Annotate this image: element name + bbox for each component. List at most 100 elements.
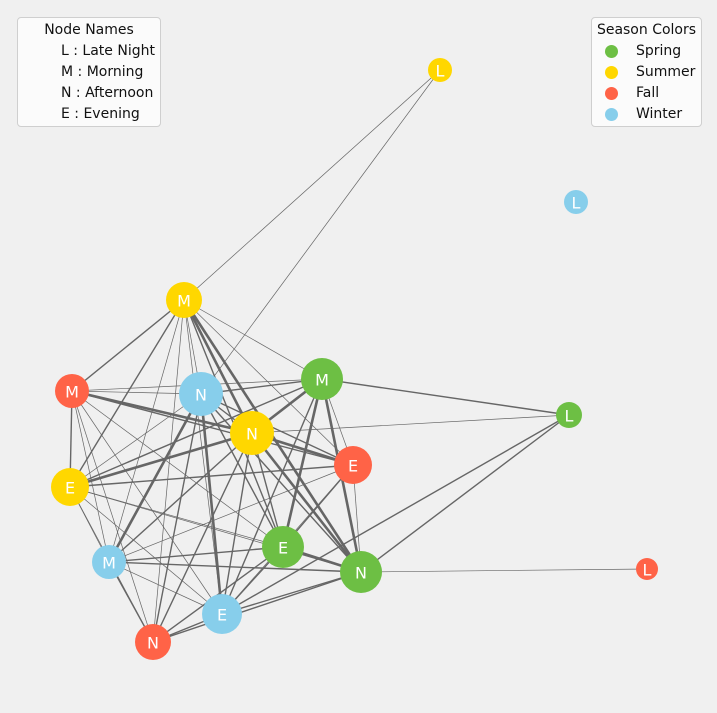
node-spring-L: L <box>556 402 582 428</box>
edge-winN-sprE <box>200 393 284 548</box>
node-circle <box>51 468 89 506</box>
node-circle <box>262 526 304 568</box>
edge-falM-falN <box>71 390 154 643</box>
edge-falM-sumN <box>71 389 253 435</box>
edge-sprM-sprL <box>321 378 570 416</box>
node-label: L <box>436 62 445 81</box>
legend-entry-morning: M : Morning <box>18 62 160 83</box>
node-summer-M: M <box>166 282 202 318</box>
edge-sprL-sprN <box>360 414 570 573</box>
edge-falM-winE <box>71 390 223 615</box>
node-circle <box>556 402 582 428</box>
node-label: E <box>217 606 227 625</box>
legend-label: E : Evening <box>61 106 140 122</box>
edge-sumE-winE <box>69 486 223 615</box>
legend-label: Fall <box>636 85 660 101</box>
node-fall-N: N <box>135 624 171 660</box>
edge-sprN-falL <box>360 568 648 573</box>
edge-winM-sprE <box>108 546 284 563</box>
legend-entry-winter: Winter <box>592 104 701 125</box>
fall-swatch <box>605 87 618 100</box>
edge-sprM-sprE <box>281 378 324 548</box>
node-names-legend-title: Node Names <box>44 22 134 38</box>
node-summer-L: L <box>428 58 452 82</box>
nodes-layer: L L M M N M L N E E M E N L E N <box>51 58 658 660</box>
edge-sprN-winE <box>221 571 362 615</box>
node-summer-N: N <box>230 411 274 455</box>
edge-winN-winM <box>107 393 203 563</box>
node-label: M <box>102 554 116 573</box>
node-label: N <box>195 386 207 405</box>
edge-winN-sumE <box>69 393 202 488</box>
summer-swatch <box>605 66 618 79</box>
node-label: N <box>147 634 159 653</box>
edge-sumN-sumE <box>69 431 253 489</box>
legend-entry-late-night: L : Late Night <box>18 41 160 62</box>
node-summer-E: E <box>51 468 89 506</box>
edge-sumM-winM <box>108 299 185 563</box>
edge-sumL-sumM <box>183 69 441 301</box>
node-spring-E: E <box>262 526 304 568</box>
legend-label: M : Morning <box>61 64 144 80</box>
node-winter-M: M <box>92 545 126 579</box>
edge-sumL-winN <box>200 69 441 395</box>
node-label: M <box>177 292 191 311</box>
edge-falE-winM <box>108 464 354 563</box>
winter-swatch <box>605 108 618 121</box>
edge-sprM-sumE <box>69 378 323 488</box>
legend-entry-evening: E : Evening <box>18 104 160 125</box>
edge-sumM-sprM <box>183 299 323 380</box>
node-circle <box>166 282 202 318</box>
edge-sprN-falN <box>152 571 362 643</box>
node-label: E <box>348 457 358 476</box>
legend-entry-afternoon: N : Afternoon <box>18 83 160 104</box>
node-spring-M: M <box>301 358 343 400</box>
node-label: N <box>355 564 367 583</box>
spring-swatch <box>605 45 618 58</box>
season-colors-legend: Season Colors Spring Summer Fall Winter <box>591 17 702 127</box>
edge-sumM-falM <box>71 299 185 392</box>
edge-sumE-sprN <box>69 486 362 573</box>
node-label: M <box>315 371 329 390</box>
node-label: E <box>65 479 75 498</box>
node-names-legend: Node Names L : Late Night M : Morning N … <box>17 17 161 127</box>
edge-sumM-sumN <box>182 299 254 434</box>
node-circle <box>340 551 382 593</box>
node-circle <box>636 558 658 580</box>
node-circle <box>428 58 452 82</box>
legend-label: N : Afternoon <box>61 85 154 101</box>
node-label: E <box>278 539 288 558</box>
node-label: N <box>246 425 258 444</box>
edge-sumM-winE <box>183 299 223 615</box>
edge-sumN-sprN <box>250 432 363 573</box>
node-label: L <box>565 407 574 426</box>
edge-sumN-winM <box>108 432 253 563</box>
edge-falM-sprE <box>71 390 284 548</box>
edge-winN-winE <box>199 393 224 615</box>
edge-sprM-winE <box>221 378 323 615</box>
node-label: L <box>572 194 581 213</box>
edge-winN-falE <box>200 393 354 466</box>
legend-label: L : Late Night <box>61 43 155 59</box>
node-circle <box>230 411 274 455</box>
edge-winM-sprN <box>108 561 362 573</box>
legend-entry-fall: Fall <box>592 83 701 104</box>
legend-label: Spring <box>636 43 682 59</box>
node-label: M <box>65 383 79 402</box>
node-circle <box>55 374 89 408</box>
legend-label: Summer <box>636 64 696 80</box>
node-circle <box>179 372 223 416</box>
edge-sumE-sprE <box>69 486 284 548</box>
node-circle <box>564 190 588 214</box>
legend-entry-summer: Summer <box>592 62 701 83</box>
node-winter-L: L <box>564 190 588 214</box>
edge-sumM-sumE <box>69 299 185 488</box>
node-circle <box>202 594 242 634</box>
node-fall-M: M <box>55 374 89 408</box>
season-colors-legend-title: Season Colors <box>596 22 697 38</box>
legend-label: Winter <box>636 106 683 122</box>
legend-entry-spring: Spring <box>592 41 701 62</box>
edge-sumN-winE <box>221 432 253 615</box>
node-winter-N: N <box>179 372 223 416</box>
